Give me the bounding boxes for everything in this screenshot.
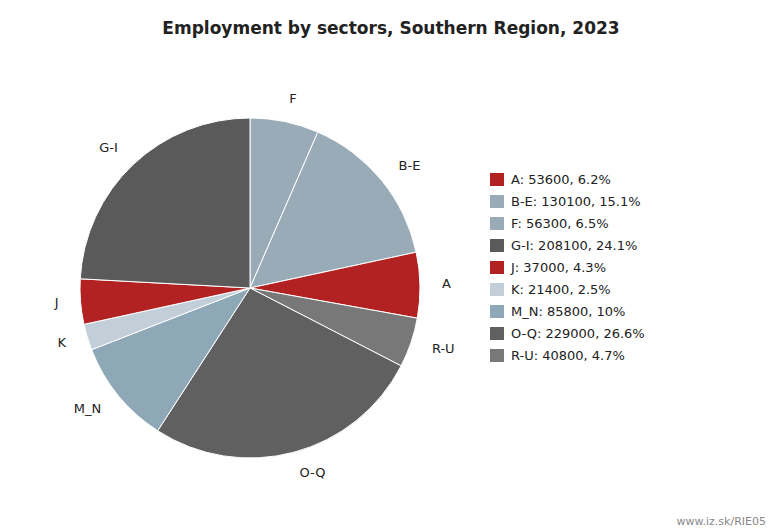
slice-label: A xyxy=(442,276,451,291)
chart-title: Employment by sectors, Southern Region, … xyxy=(162,18,619,38)
legend-label: B-E: 130100, 15.1% xyxy=(511,194,641,209)
legend-label: K: 21400, 2.5% xyxy=(511,282,611,297)
slice-label: J xyxy=(54,295,59,310)
legend-label: M_N: 85800, 10% xyxy=(511,304,625,319)
legend-label: F: 56300, 6.5% xyxy=(511,216,609,231)
legend: A: 53600, 6.2% B-E: 130100, 15.1% F: 56300… xyxy=(490,172,645,363)
legend-swatch xyxy=(490,349,504,362)
slice-label: M_N xyxy=(74,401,101,416)
watermark: www.iz.sk/RIE05 xyxy=(677,515,766,528)
legend-swatch xyxy=(490,173,504,186)
slice-label: K xyxy=(58,335,67,350)
legend-swatch xyxy=(490,327,504,340)
slice-label: B-E xyxy=(399,158,421,173)
chart-svg: Employment by sectors, Southern Region, … xyxy=(0,0,782,532)
legend-swatch xyxy=(490,261,504,274)
legend-label: A: 53600, 6.2% xyxy=(511,172,611,187)
legend-label: O-Q: 229000, 26.6% xyxy=(511,326,645,341)
legend-swatch xyxy=(490,217,504,230)
slice-label: O-Q xyxy=(299,465,325,480)
legend-label: R-U: 40800, 4.7% xyxy=(511,348,625,363)
chart-container: Employment by sectors, Southern Region, … xyxy=(0,0,782,532)
slice-label: F xyxy=(289,91,296,106)
legend-label: J: 37000, 4.3% xyxy=(510,260,606,275)
legend-swatch xyxy=(490,195,504,208)
legend-label: G-I: 208100, 24.1% xyxy=(511,238,637,253)
slice-label: G-I xyxy=(99,140,118,155)
pie-slice xyxy=(80,118,250,288)
slice-labels: F B-E A R-U O-Q M_N K J G-I xyxy=(54,91,455,480)
legend-swatch xyxy=(490,283,504,296)
legend-swatch xyxy=(490,305,504,318)
pie-slices xyxy=(80,118,420,458)
legend-swatch xyxy=(490,239,504,252)
slice-label: R-U xyxy=(432,341,455,356)
